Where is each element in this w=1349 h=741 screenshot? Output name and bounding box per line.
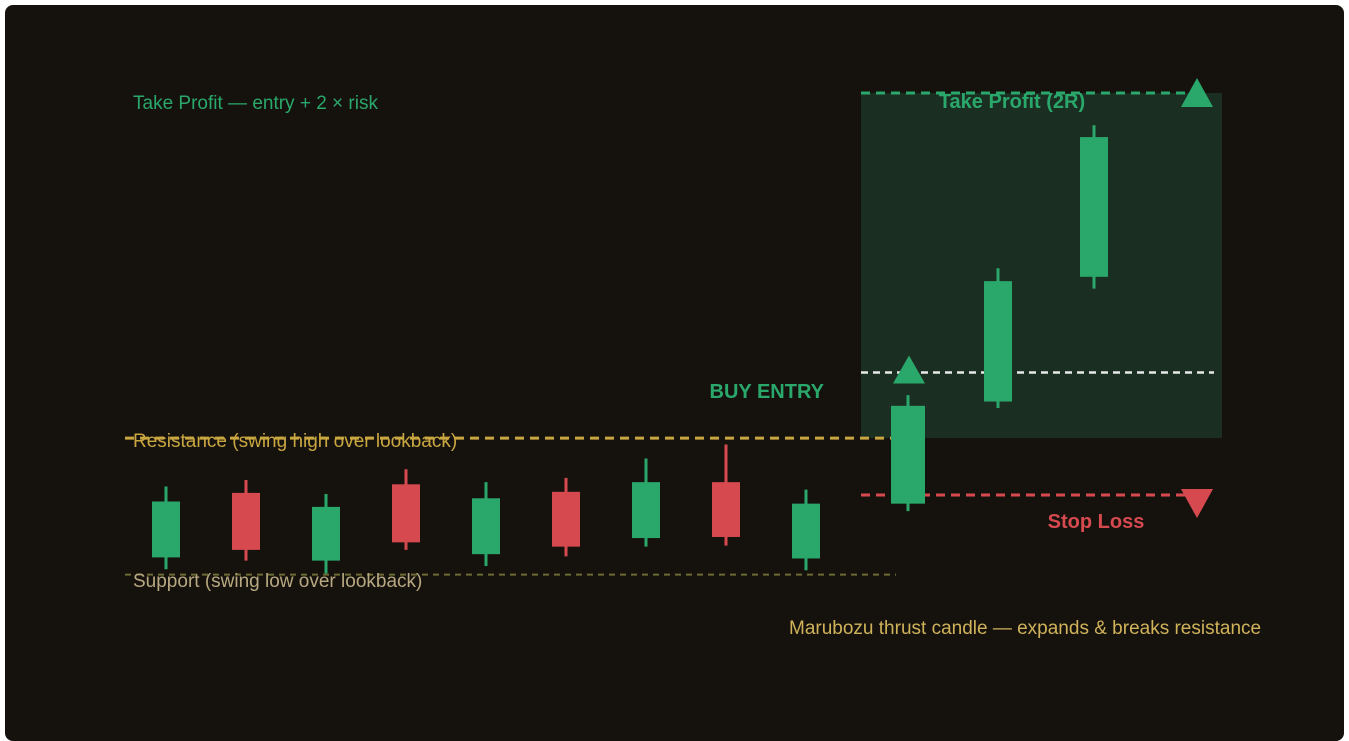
candle-body [984, 281, 1012, 402]
triangle-up-icon [1181, 78, 1213, 107]
candle-body [312, 506, 340, 561]
candle-body [232, 492, 260, 550]
candle-body [552, 491, 580, 547]
candlestick-series [152, 125, 1108, 574]
candle-body [152, 501, 180, 558]
take-profit-label: Take Profit (2R) [939, 91, 1085, 113]
candle-9 [792, 489, 820, 571]
stop-loss-label: Stop Loss [1048, 511, 1145, 533]
candle-2 [232, 480, 260, 561]
candle-8 [712, 444, 740, 546]
candle-12 [1080, 125, 1108, 289]
candle-body [1080, 137, 1108, 277]
resistance-label: Resistance (swing high over lookback) [133, 431, 457, 452]
triangle-down-icon [1181, 489, 1213, 519]
triangle-up-icon [893, 355, 925, 384]
breakout-strategy-diagram: Take Profit — entry + 2 × risk Take Prof… [125, 78, 1261, 639]
take-profit-note: Take Profit — entry + 2 × risk [133, 93, 378, 114]
candle-11 [984, 268, 1012, 408]
candle-1 [152, 486, 180, 570]
take-profit-zone [861, 93, 1222, 439]
candle-10 [891, 395, 925, 512]
candle-body [392, 484, 420, 543]
candle-7 [632, 458, 660, 547]
candle-body [632, 482, 660, 539]
candle-4 [392, 469, 420, 550]
buy-entry-label: BUY ENTRY [710, 381, 825, 403]
candle-3 [312, 493, 340, 574]
candle-body [712, 482, 740, 537]
candle-6 [552, 477, 580, 557]
thrust-candle-note: Marubozu thrust candle — expands & break… [789, 618, 1261, 639]
diagram-panel: Take Profit — entry + 2 × risk Take Prof… [5, 5, 1344, 741]
candle-body [792, 503, 820, 559]
candle-5 [472, 482, 500, 566]
candle-body [472, 498, 500, 555]
candle-body [891, 405, 925, 504]
support-label: Support (swing low over lookback) [133, 571, 422, 592]
